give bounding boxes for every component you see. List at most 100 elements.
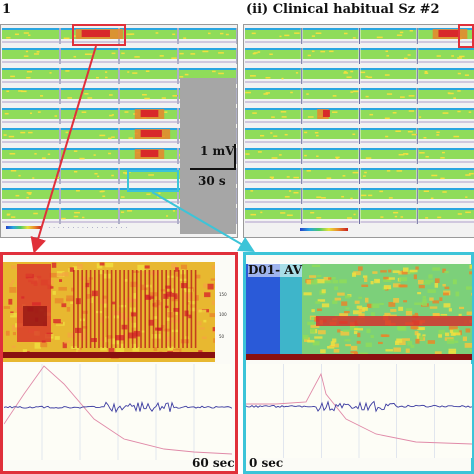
strip-fleck — [166, 215, 169, 217]
zoom-right-blob — [429, 297, 434, 301]
strip-top-band — [360, 68, 417, 70]
scale-voltage-label: 1 mV — [200, 144, 235, 158]
zoom-right-blob — [371, 303, 380, 309]
zoom-right-blob — [394, 340, 400, 345]
zoom-left-blob — [184, 293, 193, 299]
zoom-right-blob — [403, 300, 408, 303]
strip-fleck — [25, 50, 29, 53]
zoom-right-blob — [398, 306, 404, 311]
zoom-left-blob — [80, 276, 87, 281]
zoom-left-blob — [12, 331, 17, 336]
strip-fleck — [257, 51, 261, 53]
strip-fleck — [350, 70, 354, 73]
strip-fleck — [365, 157, 372, 159]
strip-fleck — [84, 53, 88, 56]
zoom-left-blob — [71, 287, 75, 292]
trace-blue — [246, 400, 472, 413]
zoom-left-blob — [62, 272, 69, 277]
zoom-right-blob — [439, 297, 443, 301]
strip-fleck — [284, 34, 290, 37]
strip-fleck — [225, 33, 229, 36]
strip-cell — [120, 28, 177, 39]
strip-fleck — [11, 216, 16, 218]
strip-top-band — [2, 188, 59, 190]
zoom-left-blob — [160, 289, 167, 292]
zoom-right-blob — [344, 295, 351, 299]
strip-top-band — [360, 208, 417, 210]
strip-fleck — [316, 217, 322, 219]
strip-fleck — [407, 54, 411, 56]
zoom-left-blob — [89, 297, 94, 304]
zoom-left-blob — [118, 343, 125, 349]
strip-cell — [302, 168, 359, 179]
strip-cell — [61, 128, 118, 139]
zoom-right-blob — [330, 341, 335, 347]
strip-top-band — [61, 208, 118, 210]
strip-fleck — [34, 153, 37, 155]
strip-cell — [2, 148, 59, 159]
strip-top-band — [302, 88, 359, 90]
zoom-left-blob — [173, 307, 180, 313]
strip-cell — [302, 108, 359, 119]
zoom-right-blob — [317, 330, 326, 335]
trace-pink — [4, 365, 232, 455]
zoom-right-blob — [406, 308, 413, 312]
strip-fleck — [6, 214, 10, 216]
zoom-left-blob — [110, 338, 120, 345]
strip-fleck — [423, 190, 429, 193]
strip-fleck — [352, 37, 356, 39]
zoom-right-blob — [448, 348, 457, 353]
zoom-left-blob — [172, 288, 176, 293]
strip-fleck — [436, 134, 440, 136]
zoom-left-blob — [171, 263, 177, 269]
zoom-right-blob — [455, 291, 460, 297]
strip-cell — [418, 48, 474, 59]
strip-top-band — [360, 28, 417, 30]
strip-fleck — [314, 131, 319, 134]
strip-fleck — [99, 134, 106, 137]
strip-fleck — [290, 91, 293, 94]
zoom-left-stripe — [194, 270, 197, 348]
strip-fleck — [87, 53, 93, 56]
strip-fleck — [295, 72, 299, 74]
zoom-right-blob — [454, 340, 459, 344]
strip-fleck — [54, 115, 58, 117]
strip-cell — [360, 148, 417, 159]
zoom-right-blob — [311, 264, 321, 268]
strip-top-band — [302, 168, 359, 170]
zoom-right-blob — [417, 292, 422, 295]
zoom-right-blob — [434, 283, 439, 288]
strip-top-band — [179, 68, 236, 70]
strip-top-band — [360, 48, 417, 50]
strip-fleck — [164, 111, 168, 113]
strip-fleck — [293, 176, 299, 179]
strip-cell — [360, 188, 417, 199]
strip-top-band — [61, 48, 118, 50]
zoom-right-traces — [246, 364, 472, 458]
zoom-right-blob — [448, 351, 456, 354]
strip-cell — [245, 208, 301, 219]
zoom-right-blob — [438, 333, 443, 338]
zoom-left-blob — [153, 316, 158, 319]
strip-fleck — [447, 92, 451, 94]
zoom-left-blob — [180, 339, 190, 344]
strip-hot-red — [140, 110, 159, 117]
strip-top-band — [302, 28, 359, 30]
strip-cell — [418, 68, 474, 79]
strip-fleck — [120, 211, 125, 213]
zoom-left-blob — [54, 336, 60, 340]
zoom-right-blob — [469, 348, 472, 353]
zoom-left-blob — [58, 286, 67, 291]
strip-cell — [2, 48, 59, 59]
zoom-left-blob — [144, 265, 150, 269]
zoom-left-stripe — [165, 270, 167, 348]
strip-cell — [120, 208, 177, 219]
zoom-right-blob — [327, 345, 335, 349]
strip-fleck — [335, 156, 340, 159]
strip-fleck — [386, 170, 391, 172]
zoom-right-blob — [385, 349, 393, 352]
zoom-right-base — [246, 354, 472, 360]
zoom-right-blob — [378, 341, 383, 345]
zoom-left-blob — [10, 312, 17, 318]
strip-cell — [61, 148, 118, 159]
